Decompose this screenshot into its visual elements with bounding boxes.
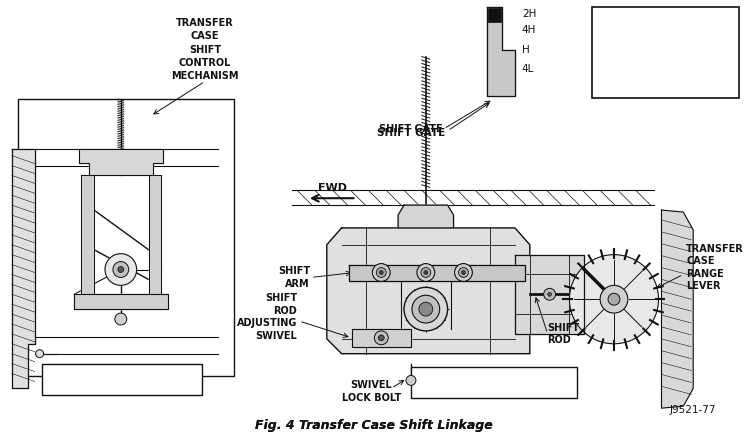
Circle shape [113, 262, 129, 278]
Text: H: H [522, 45, 530, 55]
Bar [42, 363, 202, 395]
Circle shape [380, 271, 383, 275]
Circle shape [374, 331, 388, 345]
Circle shape [373, 264, 390, 282]
Text: J9521-77: J9521-77 [670, 405, 717, 415]
Circle shape [376, 268, 386, 278]
Circle shape [36, 350, 44, 358]
Polygon shape [327, 228, 530, 354]
Circle shape [417, 264, 435, 282]
Text: 4L: 4L [522, 65, 534, 74]
Circle shape [115, 313, 127, 325]
Text: Fig. 4 Transfer Case Shift Linkage: Fig. 4 Transfer Case Shift Linkage [256, 419, 493, 433]
Polygon shape [12, 149, 35, 389]
Circle shape [544, 288, 556, 300]
Polygon shape [349, 264, 525, 282]
Circle shape [458, 268, 469, 278]
Polygon shape [148, 176, 162, 294]
Text: ADJUST
WITH
LEVER
IN 4-H
POSITION: ADJUST WITH LEVER IN 4-H POSITION [636, 20, 696, 86]
Text: SHIFT GATE: SHIFT GATE [377, 128, 445, 138]
Bar [592, 7, 739, 98]
Circle shape [406, 375, 416, 385]
Bar [488, 8, 501, 22]
Text: SWIVEL
LOCK BOLT: SWIVEL LOCK BOLT [342, 380, 401, 403]
Circle shape [118, 267, 124, 272]
Text: 4H: 4H [522, 25, 536, 35]
Circle shape [424, 271, 428, 275]
Bar [411, 367, 578, 398]
Circle shape [547, 292, 552, 296]
Polygon shape [352, 329, 411, 347]
Polygon shape [398, 205, 454, 228]
Text: AUTOMATIC
TRANSMISSION: AUTOMATIC TRANSMISSION [447, 371, 542, 394]
Polygon shape [79, 149, 163, 176]
Text: MANUAL
TRANSMISSION: MANUAL TRANSMISSION [74, 368, 169, 391]
Polygon shape [662, 210, 693, 408]
Text: SHIFT GATE: SHIFT GATE [379, 124, 443, 134]
Polygon shape [74, 294, 169, 309]
Text: SHIFT
ARM: SHIFT ARM [278, 266, 310, 289]
Circle shape [569, 255, 658, 344]
Text: SHIFT
ROD
ADJUSTING
SWIVEL: SHIFT ROD ADJUSTING SWIVEL [237, 293, 297, 341]
Circle shape [378, 335, 384, 341]
Circle shape [419, 302, 432, 316]
Text: Fig. 4 Transfer Case Shift Linkage: Fig. 4 Transfer Case Shift Linkage [256, 419, 493, 433]
Text: 2H: 2H [522, 9, 536, 19]
Circle shape [404, 287, 448, 331]
Circle shape [105, 254, 137, 286]
Text: FWD: FWD [318, 183, 346, 193]
Circle shape [461, 271, 466, 275]
Circle shape [608, 293, 620, 305]
Circle shape [412, 295, 440, 323]
Text: TRANSFER
CASE
SHIFT
CONTROL
MECHANISM: TRANSFER CASE SHIFT CONTROL MECHANISM [172, 18, 239, 81]
Text: SHIFT
ROD: SHIFT ROD [547, 323, 580, 345]
Circle shape [454, 264, 472, 282]
Circle shape [421, 268, 431, 278]
Circle shape [600, 286, 627, 313]
Polygon shape [487, 7, 515, 96]
Polygon shape [81, 176, 94, 294]
Bar [18, 99, 234, 377]
Polygon shape [515, 255, 584, 334]
Text: TRANSFER
CASE
RANGE
LEVER: TRANSFER CASE RANGE LEVER [686, 244, 744, 291]
